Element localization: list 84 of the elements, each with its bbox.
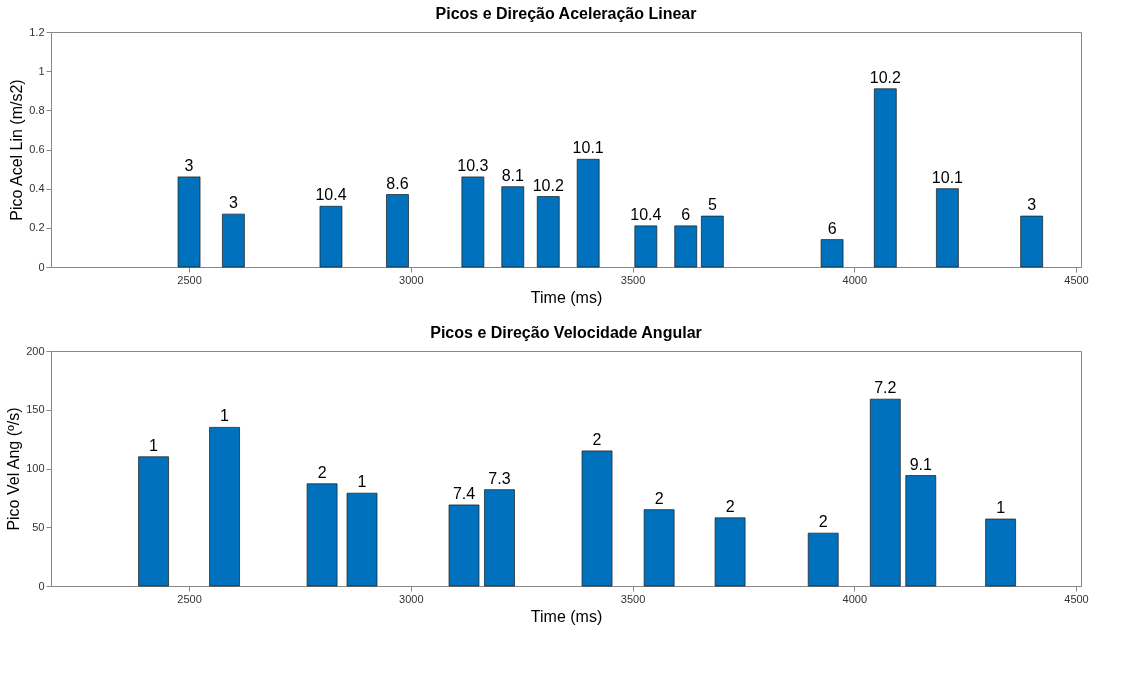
bar [1020,215,1043,268]
bar [714,517,746,587]
x-tick-label: 4500 [1064,592,1089,605]
bar [448,504,480,587]
bar [820,239,844,268]
bar [386,194,409,268]
annotation: 3 [228,194,238,212]
annotation: 2 [654,489,664,507]
bar [536,196,560,268]
x-tick-label: 4500 [1064,273,1089,286]
y-tick-label: 0.2 [29,221,45,234]
y-tick-label: 0 [38,579,45,592]
x-axis-title: Time (ms) [530,607,603,625]
y-tick-label: 100 [26,462,45,474]
annotation: 2 [592,430,602,448]
y-axis-title: Pico Vel Ang (º/s) [5,407,23,531]
annotation: 10.2 [532,176,564,194]
annotation: 1 [220,407,230,425]
x-tick-label: 2500 [177,592,202,605]
chart-title: Picos e Direção Velocidade Angular [430,324,702,341]
y-tick-label: 0.6 [29,143,45,155]
annotation: 10.1 [572,139,604,157]
bar [701,215,724,268]
annotation: 10.4 [315,186,347,204]
x-tick-label: 4000 [842,273,867,286]
annotation: 1 [149,436,159,454]
bar [581,450,613,587]
annotation: 5 [707,196,717,214]
y-tick-label: 1.2 [29,25,45,38]
x-tick-label: 4000 [842,592,867,605]
annotation: 8.1 [501,166,524,184]
bar [643,509,675,587]
y-tick-label: 0.8 [29,103,45,116]
annotation: 10.1 [931,168,964,186]
x-tick-label: 2500 [177,273,202,286]
chart-title: Picos e Direção Aceleração Linear [435,5,697,22]
bar [873,88,897,268]
bar [576,158,600,268]
annotation: 10.2 [869,68,901,86]
annotation: 1 [996,499,1006,517]
bar [674,225,698,268]
bar [306,483,338,587]
annotation: 8.6 [386,174,409,192]
bar [346,492,378,587]
bar [634,225,658,268]
bar [209,427,240,587]
annotation: 2 [818,513,828,531]
y-axis-title: Pico Acel Lin (m/s2) [8,79,26,221]
annotation: 6 [827,219,837,237]
annotation: 7.3 [488,469,511,487]
annotation: 10.4 [630,205,662,223]
x-tick-label: 3500 [620,273,646,286]
bar [484,489,515,587]
bar [936,188,959,268]
y-tick-label: 1 [38,64,45,77]
annotation: 9.1 [909,455,932,473]
bar [905,475,937,587]
bar [138,456,169,587]
annotation: 7.4 [452,484,476,502]
x-tick-label: 3000 [399,273,424,286]
annotation: 3 [184,156,194,174]
x-tick-label: 3500 [620,592,646,605]
x-tick-label: 3000 [399,592,424,605]
bar [177,176,201,268]
annotation: 6 [681,205,691,223]
bar [807,532,839,587]
y-tick-label: 50 [32,520,45,533]
y-tick-label: 150 [26,403,45,416]
y-tick-label: 0 [38,260,45,273]
bar [319,205,343,268]
bar [501,186,525,268]
annotation: 1 [357,473,367,491]
bar [869,398,901,587]
annotation: 7.2 [874,379,897,397]
annotation: 10.3 [457,156,489,174]
bar [222,213,245,268]
x-axis-title: Time (ms) [530,288,603,306]
bar [461,176,485,268]
annotation: 3 [1027,196,1037,214]
annotation: 2 [725,497,735,515]
y-tick-label: 200 [26,344,45,357]
y-tick-label: 0.4 [29,182,45,195]
annotation: 2 [317,463,327,481]
bar [985,518,1016,587]
